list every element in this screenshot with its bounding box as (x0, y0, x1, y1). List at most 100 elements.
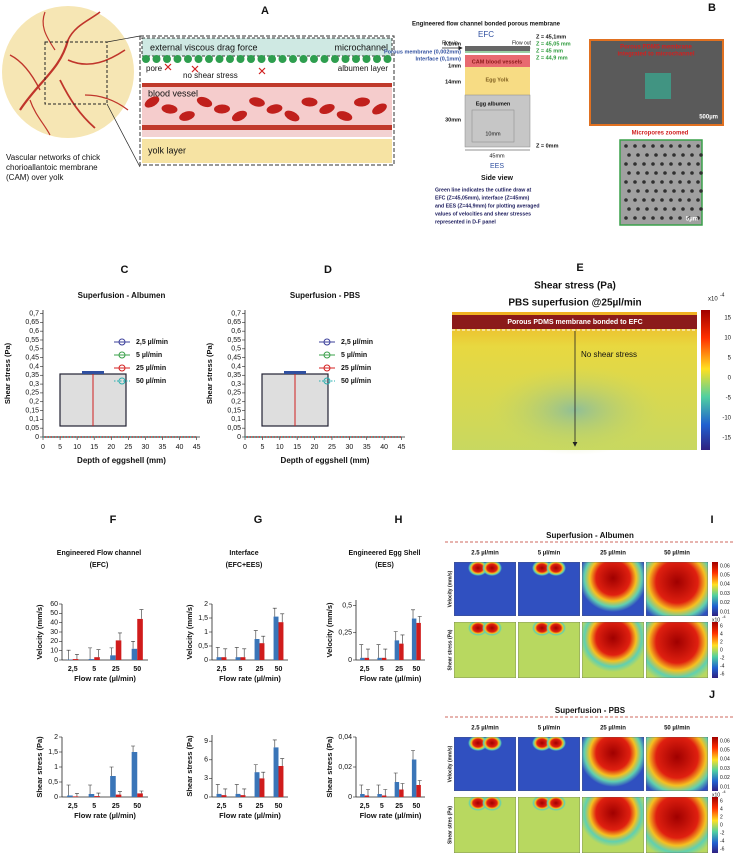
y-axis-label: Shear stress (Pa) (185, 735, 194, 797)
x-tick-label: 50 (133, 803, 141, 810)
legend-marker (118, 351, 126, 359)
micropore (642, 162, 646, 166)
micropore (669, 198, 673, 202)
heatmap-cell (518, 797, 580, 853)
micropore (645, 153, 649, 157)
red-cell (232, 110, 247, 122)
channel-band (141, 37, 393, 57)
colorbar-tick-label: 4 (720, 631, 723, 637)
bar (273, 747, 279, 797)
error-bar (74, 793, 79, 797)
chart-title: Superfusion - PBS (290, 291, 361, 300)
pore-bump (331, 55, 339, 63)
x-tick-label: 5 (92, 666, 96, 673)
micropore (633, 198, 637, 202)
bar (88, 794, 95, 797)
bar (254, 639, 260, 660)
x-tick-label: 2,5 (217, 803, 227, 810)
red-cell (301, 97, 318, 107)
label: EFC (478, 30, 494, 39)
label: 5 µl/min (538, 551, 561, 557)
y-axis-label: Shear stress (Pa) (3, 342, 12, 404)
error-bar (376, 644, 381, 658)
label: 14mm (445, 79, 461, 85)
micropore (636, 207, 640, 211)
no-flow-mark (164, 63, 172, 71)
label: 1mm (448, 63, 461, 69)
micropore (672, 189, 676, 193)
micropore (642, 216, 646, 220)
error-bar (234, 784, 239, 794)
error-bar (272, 607, 277, 617)
y-axis-label: Shear stress (Pa) (325, 736, 334, 798)
panel-letter: B (708, 2, 716, 14)
error-bar (359, 784, 364, 794)
y-tick-label: 0,35 (25, 372, 39, 379)
micropore (669, 180, 673, 184)
y-tick-label: 10 (50, 648, 58, 655)
x-tick-label: 35 (363, 444, 371, 451)
vessel (67, 11, 101, 41)
vessel (67, 49, 126, 65)
bar (273, 616, 279, 660)
bar (377, 794, 382, 797)
micropore (642, 180, 646, 184)
label: Shear stress (Pa) (534, 281, 616, 292)
cell-blob (546, 562, 566, 576)
y-tick-label: 3 (204, 775, 208, 782)
label: x10 (712, 792, 720, 798)
label: 5 µl/min (538, 726, 561, 732)
error-bar (215, 784, 220, 794)
x-axis-label: Flow rate (µl/min) (219, 811, 281, 820)
cell-blob (646, 562, 708, 616)
heatmap-cell (454, 797, 516, 853)
y-tick-label: 0,4 (231, 363, 241, 370)
y-tick-label: 0 (348, 657, 352, 664)
micropore (681, 189, 685, 193)
label: Z = 45,1mm (536, 34, 566, 40)
colorbar-tick-label: 0.03 (720, 766, 730, 772)
error-bar (253, 630, 258, 639)
pore-bump (362, 55, 371, 63)
micropore (636, 189, 640, 193)
bar (110, 776, 116, 797)
membrane-band (142, 130, 392, 137)
chart-title: (EFC+EES) (226, 562, 263, 569)
legend-marker (323, 351, 331, 359)
y-tick-label: 0,65 (25, 319, 39, 326)
micropore (663, 153, 667, 157)
cell-blob (482, 562, 502, 576)
y-tick-label: 0,5 (48, 779, 58, 786)
bar (88, 659, 95, 660)
label: x10 (708, 297, 718, 303)
bar (240, 795, 246, 797)
red-cell (372, 103, 387, 115)
pore-bump (268, 55, 276, 63)
albumen-band (142, 63, 392, 83)
legend-marker (323, 377, 331, 385)
micropore (699, 171, 703, 175)
red-cell (196, 96, 213, 108)
heatmap-cell (646, 562, 708, 616)
bar (416, 622, 421, 660)
x-tick-label: 50 (275, 666, 283, 673)
x-axis-label: Flow rate (µl/min) (360, 811, 422, 820)
y-tick-label: 50 (50, 610, 58, 617)
micropore (624, 216, 628, 220)
y-tick-label: 0,55 (227, 337, 241, 344)
micropore (678, 162, 682, 166)
colorbar-tick-label: -6 (720, 671, 725, 677)
error-bar (400, 634, 405, 644)
bar (399, 789, 404, 797)
label: Z = 44,9 mm (536, 55, 568, 61)
y-tick-label: 0,15 (227, 407, 241, 414)
y-tick-label: 0 (54, 657, 58, 664)
colorbar-tick-label: 0.01 (720, 784, 730, 790)
x-axis-label: Flow rate (µl/min) (360, 674, 422, 683)
colorbar-tick-label: 0.01 (720, 609, 730, 615)
bar (216, 657, 222, 660)
colorbar-tick-label: -4 (720, 838, 725, 844)
label: microchannel (334, 42, 388, 52)
micropore (696, 162, 700, 166)
panel-letter: D (324, 264, 332, 276)
